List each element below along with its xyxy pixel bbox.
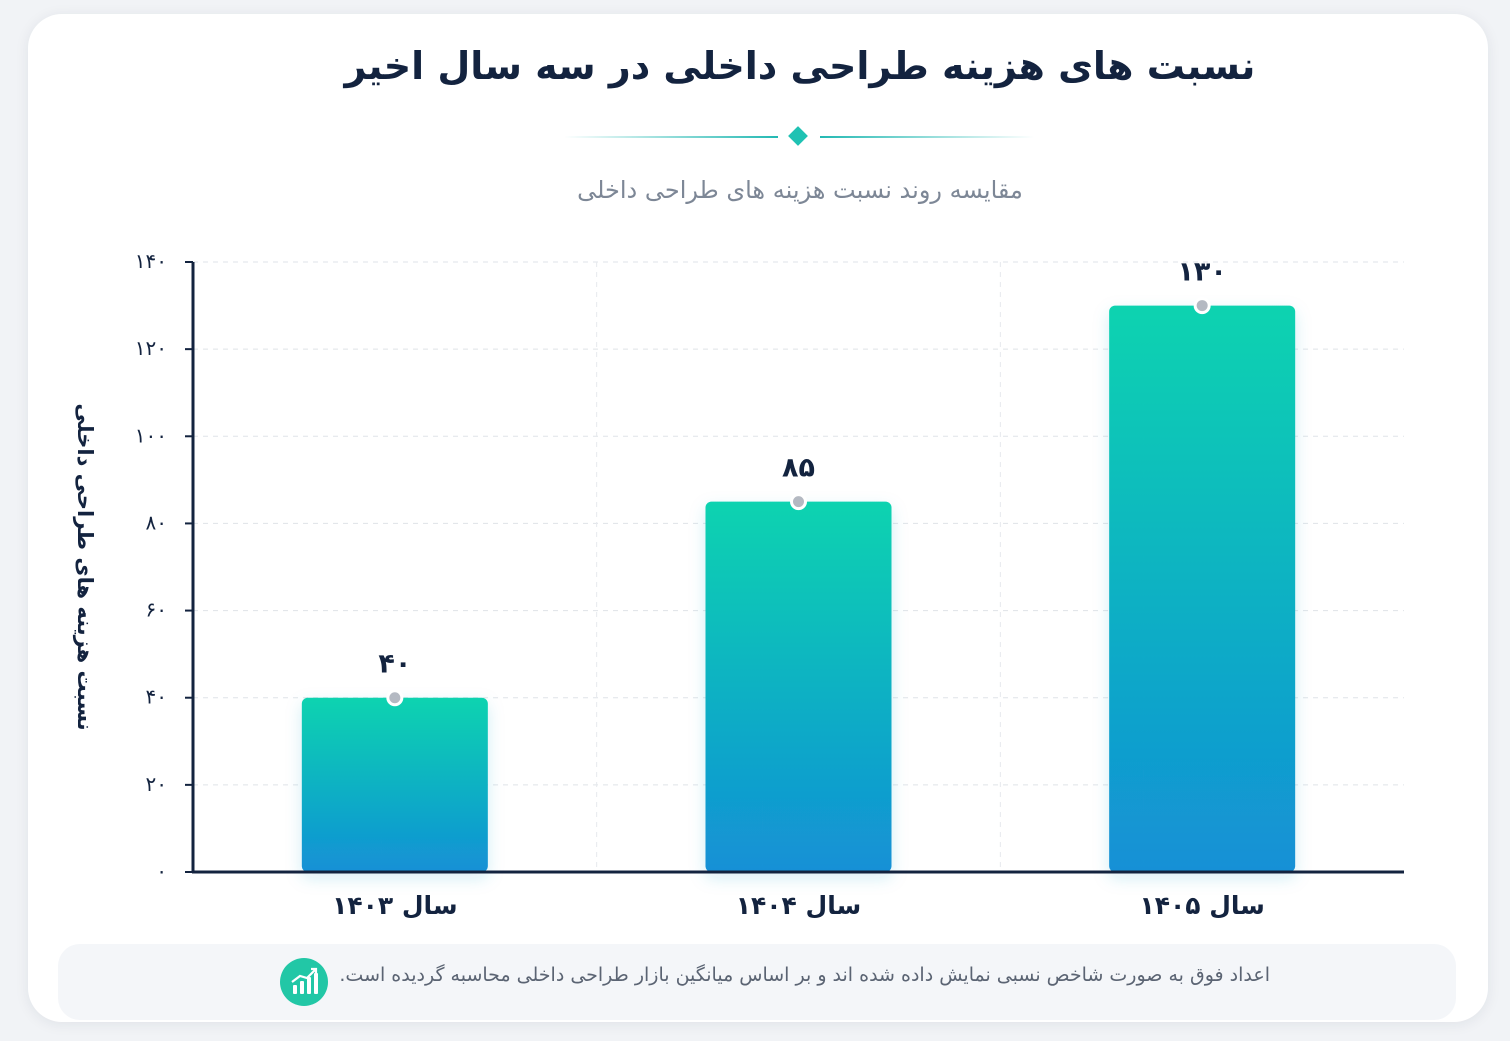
y-axis-title: نسبت هزینه های طراحی داخلی: [73, 403, 97, 730]
x-category-label: سال ۱۴۰۴: [736, 891, 861, 920]
bar: [1109, 305, 1296, 873]
y-tick-label: ۱۴۰: [135, 249, 167, 273]
y-tick-label: ۸۰: [146, 510, 167, 534]
footer-note: اعداد فوق به صورت شاخص نسبی نمایش داده ش…: [339, 964, 1270, 986]
footer-note-box: اعداد فوق به صورت شاخص نسبی نمایش داده ش…: [58, 944, 1456, 1020]
y-tick-label: ۱۰۰: [135, 423, 167, 447]
x-category-label: سال ۱۴۰۵: [1139, 891, 1264, 920]
y-tick-label: ۴۰: [146, 685, 167, 709]
bars: [301, 297, 1296, 873]
bar-top-point: [790, 493, 807, 511]
bar-top-point: [1193, 297, 1211, 315]
chart-labels: ۰ ۲۰ ۴۰ ۶۰ ۸۰ ۱۰۰ ۱۲۰ ۱۴۰ ۴۰ سال ۱۴۰۳ ۸۵ سال ۱۴۰۴ ۱۳…: [73, 249, 1265, 920]
divider-line-right: [820, 136, 1034, 138]
y-tick-label: ۰: [156, 859, 167, 883]
divider-line-left: [564, 136, 778, 138]
chart-title: نسبت های هزینه طراحی داخلی در سه سال اخی…: [344, 44, 1256, 88]
axes: [185, 261, 1404, 874]
bar-value-label: ۸۵: [782, 453, 815, 484]
title-divider: [564, 126, 1034, 148]
bar: [705, 501, 892, 872]
y-tick-label: ۲۰: [146, 772, 167, 796]
bar-chart-growth-icon: [280, 958, 328, 1006]
bar: [301, 697, 488, 872]
bar-top-point: [386, 689, 404, 707]
x-category-label: سال ۱۴۰۳: [332, 891, 457, 920]
chart-subtitle: مقایسه روند نسبت هزینه های طراحی داخلی: [577, 176, 1023, 204]
bar-value-label: ۴۰: [378, 649, 411, 680]
y-tick-label: ۱۲۰: [135, 336, 167, 360]
bar-value-label: ۱۳۰: [1177, 257, 1226, 288]
y-tick-label: ۶۰: [146, 598, 167, 622]
